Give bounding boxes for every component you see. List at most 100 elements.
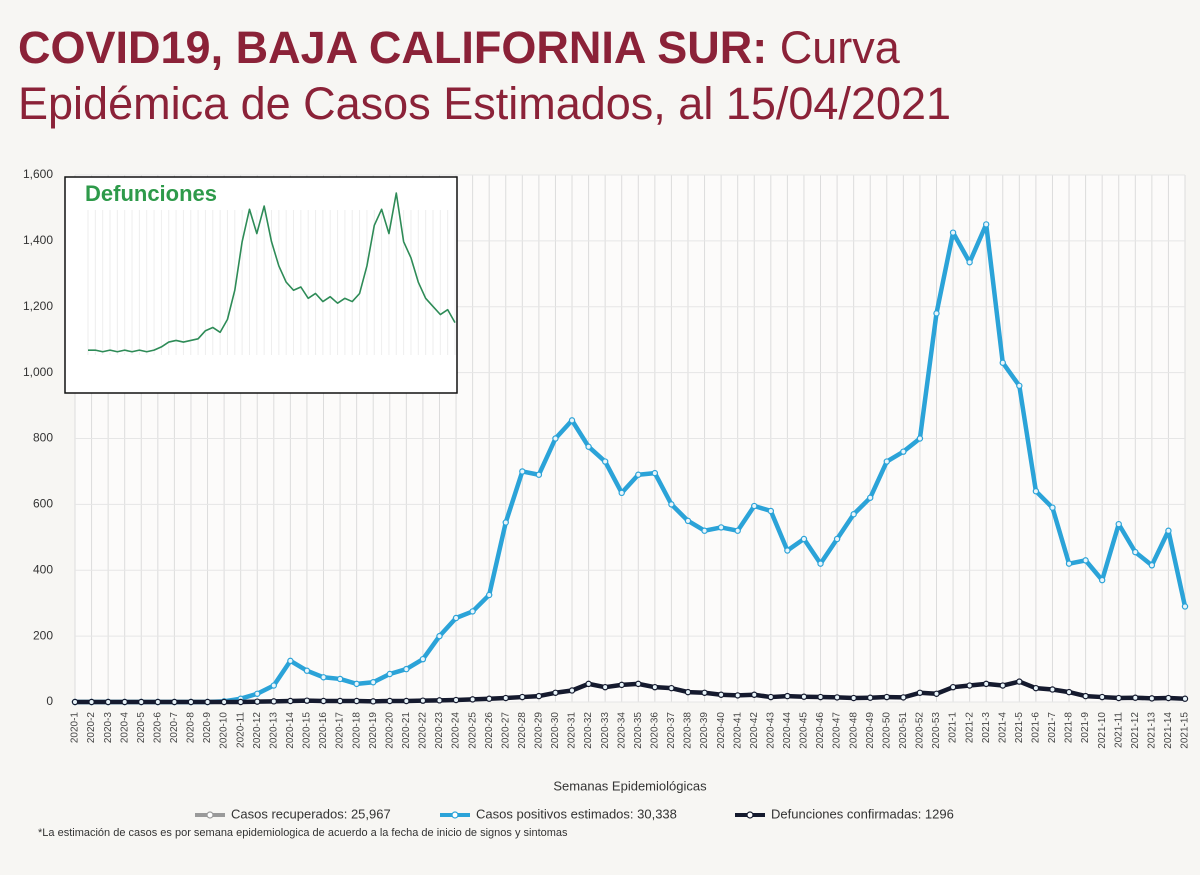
data-point <box>287 697 294 705</box>
data-point <box>254 698 261 705</box>
data-point <box>684 517 692 525</box>
x-tick-label: 2020-37 <box>666 712 677 749</box>
y-tick-label: 600 <box>33 497 53 511</box>
data-point <box>933 310 940 317</box>
x-tick-label: 2020-27 <box>500 712 511 749</box>
data-point <box>1016 678 1023 685</box>
data-point <box>668 684 675 692</box>
data-point <box>717 691 725 698</box>
legend-swatch-point <box>746 811 754 819</box>
data-point <box>933 690 940 697</box>
data-point <box>1049 504 1056 511</box>
x-tick-label: 2021-13 <box>1147 712 1158 749</box>
x-tick-label: 2020-12 <box>252 712 263 749</box>
data-point <box>618 681 625 689</box>
x-tick-label: 2020-22 <box>418 712 429 749</box>
x-tick-label: 2021-5 <box>1014 712 1025 744</box>
title-bold: COVID19, BAJA CALIFORNIA SUR: <box>18 22 768 73</box>
x-tick-label: 2020-1 <box>70 712 81 744</box>
x-tick-label: 2020-44 <box>782 712 793 749</box>
data-point <box>833 535 841 543</box>
data-point <box>784 692 791 700</box>
x-tick-label: 2020-42 <box>749 712 760 749</box>
data-point <box>436 632 443 640</box>
data-point <box>949 229 957 236</box>
x-tick-label: 2020-19 <box>368 712 379 749</box>
x-tick-label: 2021-8 <box>1064 712 1075 744</box>
series-line <box>88 192 456 353</box>
x-tick-label: 2020-17 <box>335 712 346 749</box>
data-point <box>386 670 393 678</box>
data-point <box>1181 603 1189 610</box>
data-point <box>452 696 460 704</box>
x-tick-label: 2020-8 <box>186 712 197 744</box>
data-point <box>900 448 907 455</box>
x-tick-label: 2021-7 <box>1047 712 1058 744</box>
data-point <box>1181 695 1189 702</box>
x-tick-label: 2020-47 <box>832 712 843 749</box>
data-point <box>767 693 775 701</box>
data-point <box>370 679 377 686</box>
x-tick-label: 2021-6 <box>1031 712 1042 744</box>
data-point <box>1165 527 1172 534</box>
inset-title: Defunciones <box>85 181 217 206</box>
data-point <box>452 614 460 622</box>
data-point <box>966 259 973 266</box>
y-tick-label: 1,200 <box>23 299 53 313</box>
data-point <box>270 682 278 689</box>
data-point <box>502 519 509 526</box>
x-tick-label: 2020-33 <box>600 712 611 749</box>
data-point <box>187 698 195 706</box>
data-point <box>883 693 890 701</box>
x-tick-label: 2021-11 <box>1113 712 1124 748</box>
x-tick-label: 2020-38 <box>683 712 694 749</box>
data-point <box>88 698 95 706</box>
data-point <box>519 693 526 701</box>
data-point <box>883 458 890 465</box>
x-tick-label: 2020-5 <box>136 712 147 744</box>
x-tick-label: 2021-15 <box>1180 712 1191 749</box>
x-tick-label: 2020-28 <box>517 712 528 749</box>
data-point <box>1082 692 1089 700</box>
data-point <box>916 435 924 442</box>
data-point <box>1132 548 1139 556</box>
data-point <box>1065 560 1073 567</box>
x-tick-label: 2020-29 <box>534 712 545 749</box>
x-tick-label: 2020-39 <box>699 712 710 749</box>
x-tick-label: 2020-21 <box>401 712 412 749</box>
y-tick-label: 1,400 <box>23 233 53 247</box>
data-point <box>767 507 775 515</box>
x-tick-label: 2020-14 <box>285 712 296 749</box>
data-point <box>138 698 145 706</box>
data-point <box>982 221 990 228</box>
footnote: *La estimación de casos es por semana ep… <box>38 827 568 839</box>
data-point <box>585 680 592 688</box>
x-tick-label: 2020-45 <box>799 712 810 749</box>
data-point <box>303 697 311 704</box>
x-tick-label: 2021-14 <box>1163 712 1174 749</box>
data-point <box>552 689 559 696</box>
x-tick-label: 2020-3 <box>103 712 114 744</box>
title-line-2: Epidémica de Casos Estimados, al 15/04/2… <box>18 78 952 129</box>
title: COVID19, BAJA CALIFORNIA SUR: Curva Epid… <box>18 20 951 132</box>
x-tick-label: 2020-10 <box>219 712 230 749</box>
data-point <box>1115 694 1122 702</box>
x-tick-label: 2021-1 <box>948 712 959 744</box>
data-point <box>751 502 758 510</box>
data-point <box>1132 694 1139 701</box>
data-point <box>568 687 576 694</box>
x-tick-label: 2021-4 <box>997 712 1008 744</box>
data-point <box>254 690 261 697</box>
x-tick-label: 2020-32 <box>583 712 594 749</box>
data-point <box>287 657 294 665</box>
x-axis-label: Semanas Epidemiológicas <box>553 778 707 793</box>
data-point <box>535 692 543 700</box>
data-point <box>303 667 311 674</box>
data-point <box>104 698 112 706</box>
data-point <box>1032 684 1040 692</box>
data-point <box>618 489 625 497</box>
data-point <box>403 665 410 673</box>
legend-label: Casos positivos estimados: 30,338 <box>476 806 677 821</box>
y-tick-label: 800 <box>33 431 53 445</box>
